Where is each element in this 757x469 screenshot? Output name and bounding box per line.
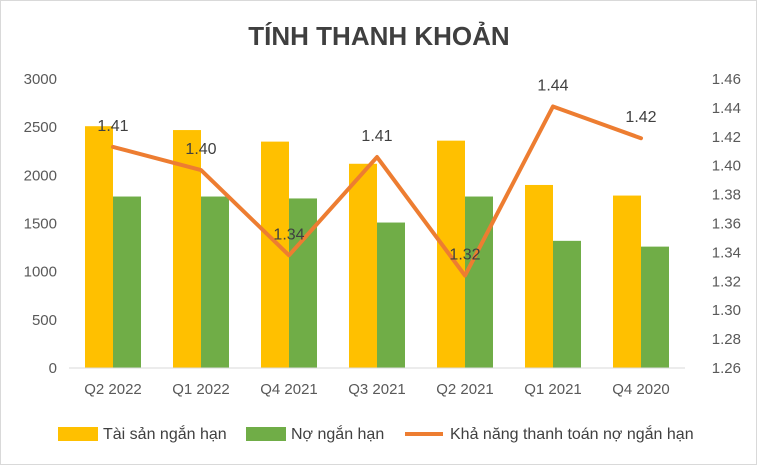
bar-tai-san-0	[85, 126, 113, 368]
line-layer	[111, 104, 643, 278]
x-tick-2: Q4 2021	[260, 381, 318, 398]
ratio-point-1	[200, 169, 202, 171]
right-tick-5: 1.36	[712, 216, 741, 233]
right-tick-6: 1.38	[712, 187, 741, 204]
x-tick-5: Q1 2021	[524, 381, 582, 398]
left-tick-3: 1500	[24, 216, 57, 233]
left-axis: 0 500 1000 1500 2000 2500 3000	[24, 71, 57, 377]
ratio-point-3	[376, 156, 378, 158]
bar-no-6	[641, 246, 669, 368]
ratio-point-0	[112, 146, 114, 148]
bar-no-1	[201, 196, 229, 368]
right-tick-9: 1.44	[712, 100, 741, 117]
right-tick-10: 1.46	[712, 71, 741, 88]
bar-no-0	[113, 196, 141, 368]
ratio-point-4	[464, 275, 466, 277]
line-data-label-4: 1.32	[449, 247, 480, 264]
left-tick-1: 500	[32, 312, 57, 329]
line-data-label-2: 1.34	[273, 226, 304, 243]
left-tick-0: 0	[49, 360, 57, 377]
right-axis: 1.26 1.28 1.30 1.32 1.34 1.36 1.38 1.40 1.42 1.44…	[712, 71, 741, 377]
right-tick-2: 1.30	[712, 302, 741, 319]
bar-no-3	[377, 222, 405, 368]
bars-layer	[85, 126, 669, 368]
left-tick-6: 3000	[24, 71, 57, 88]
legend-label-ratio: Khả năng thanh toán nợ ngắn hạn	[450, 424, 694, 443]
x-tick-1: Q1 2022	[172, 381, 230, 398]
right-tick-8: 1.42	[712, 129, 741, 146]
legend: Tài sản ngắn hạn Nợ ngắn hạn Khả năng than…	[58, 424, 694, 443]
ratio-point-6	[640, 137, 642, 139]
bar-tai-san-3	[349, 163, 377, 368]
x-tick-4: Q2 2021	[436, 381, 494, 398]
right-tick-7: 1.40	[712, 158, 741, 175]
bar-no-2	[289, 198, 317, 368]
line-data-label-3: 1.41	[361, 128, 392, 145]
left-tick-4: 2000	[24, 167, 57, 184]
left-tick-2: 1000	[24, 264, 57, 281]
x-tick-6: Q4 2020	[612, 381, 670, 398]
chart-title: TÍNH THANH KHOẢN	[248, 21, 509, 51]
right-tick-4: 1.34	[712, 244, 741, 261]
line-data-label-0: 1.41	[97, 118, 128, 135]
legend-swatch-no	[246, 427, 286, 441]
legend-label-no: Nợ ngắn hạn	[291, 424, 384, 443]
ratio-point-2	[288, 254, 290, 256]
bar-tai-san-5	[525, 184, 553, 368]
x-axis: Q2 2022 Q1 2022 Q4 2021 Q3 2021 Q2 2021 Q1 20…	[84, 381, 670, 398]
ratio-point-5	[552, 105, 554, 107]
bar-tai-san-2	[261, 141, 289, 368]
bar-tai-san-6	[613, 195, 641, 368]
right-tick-1: 1.28	[712, 331, 741, 348]
data-labels: 1.41 1.40 1.34 1.41 1.32 1.44 1.42	[97, 77, 656, 263]
legend-swatch-tai-san	[58, 427, 98, 441]
line-data-label-6: 1.42	[625, 109, 656, 126]
line-data-label-5: 1.44	[537, 77, 568, 94]
right-tick-0: 1.26	[712, 360, 741, 377]
line-data-label-1: 1.40	[185, 141, 216, 158]
right-tick-3: 1.32	[712, 273, 741, 290]
bar-no-4	[465, 196, 493, 368]
x-tick-0: Q2 2022	[84, 381, 142, 398]
left-tick-5: 2500	[24, 119, 57, 136]
bar-no-5	[553, 240, 581, 368]
legend-label-tai-san: Tài sản ngắn hạn	[103, 424, 227, 443]
x-tick-3: Q3 2021	[348, 381, 406, 398]
